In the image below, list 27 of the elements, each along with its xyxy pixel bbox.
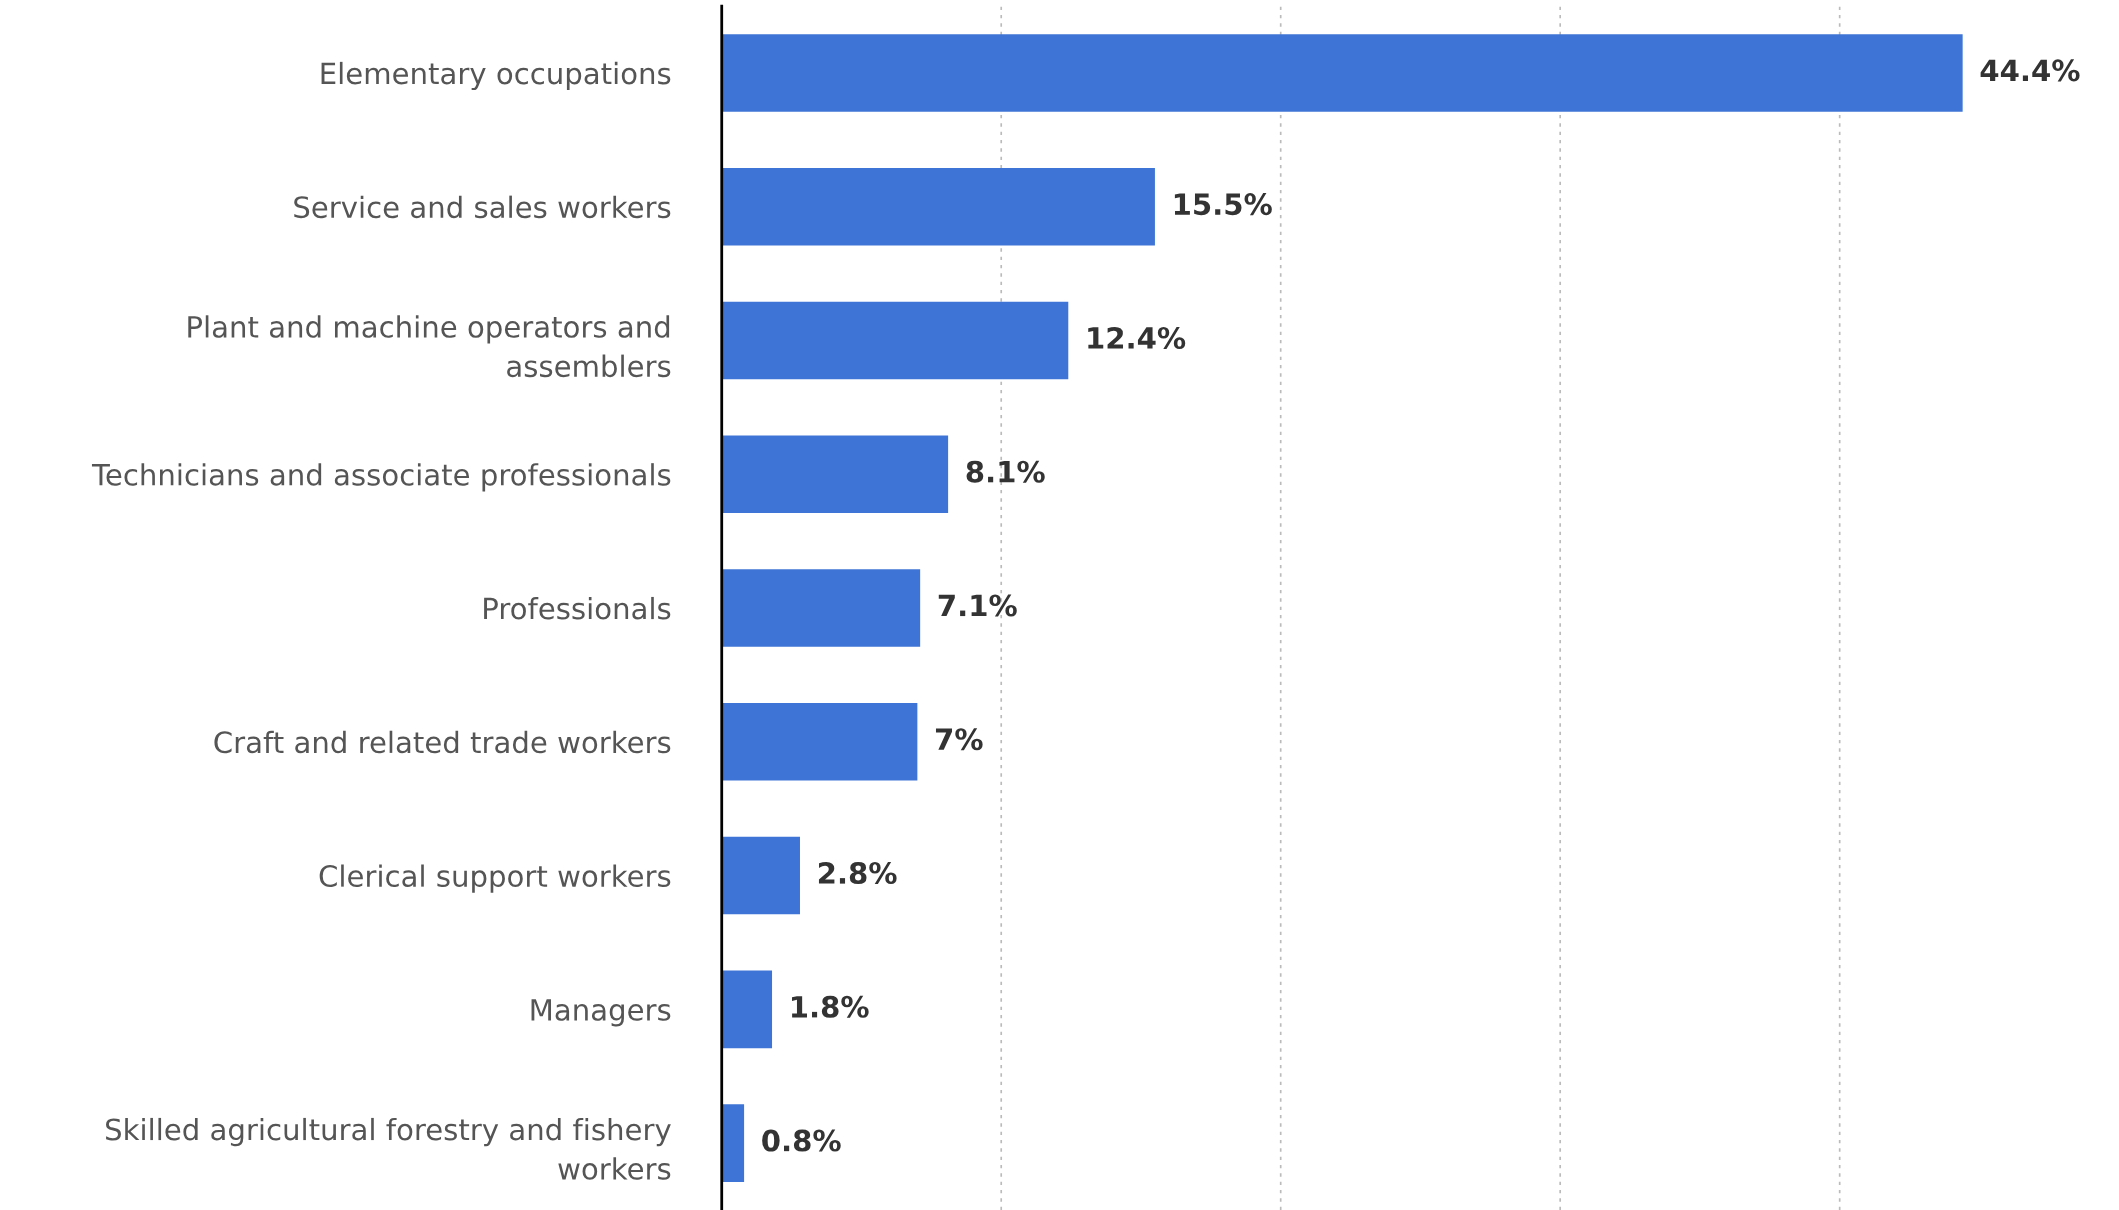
bar — [721, 34, 1963, 112]
y-tick-label: Technicians and associate professionals — [91, 463, 671, 492]
data-label: 0.8% — [762, 1129, 841, 1152]
bar — [721, 1104, 745, 1182]
data-label: 7% — [935, 728, 983, 751]
bar — [721, 970, 773, 1049]
data-label: 44.4% — [1980, 59, 2080, 82]
y-tick-label: Professionals — [484, 596, 671, 620]
bar — [721, 301, 1069, 380]
bar — [721, 167, 1155, 246]
bar — [721, 569, 921, 647]
bar — [721, 435, 949, 514]
data-label: 15.5% — [1174, 193, 1272, 216]
bar — [721, 703, 918, 781]
data-label: 12.4% — [1088, 326, 1186, 349]
bar — [721, 836, 800, 915]
y-tick-label: Managers — [531, 999, 671, 1027]
data-label: 8.1% — [966, 460, 1045, 483]
y-tick-label: Clerical support workers — [319, 864, 671, 893]
y-tick-label: Service and sales workers — [294, 195, 671, 219]
data-label: 7.1% — [938, 594, 1017, 617]
data-label: 2.8% — [818, 861, 897, 885]
y-tick-label: Plant and machine operators and assemblers — [188, 315, 671, 378]
y-tick-label: Craft and related trade workers — [214, 730, 671, 754]
y-tick-label: Elementary occupations — [321, 61, 671, 91]
data-label: 1.8% — [792, 995, 869, 1018]
y-tick-label: Skilled agricultural forestry and fishery workers — [106, 1117, 671, 1180]
